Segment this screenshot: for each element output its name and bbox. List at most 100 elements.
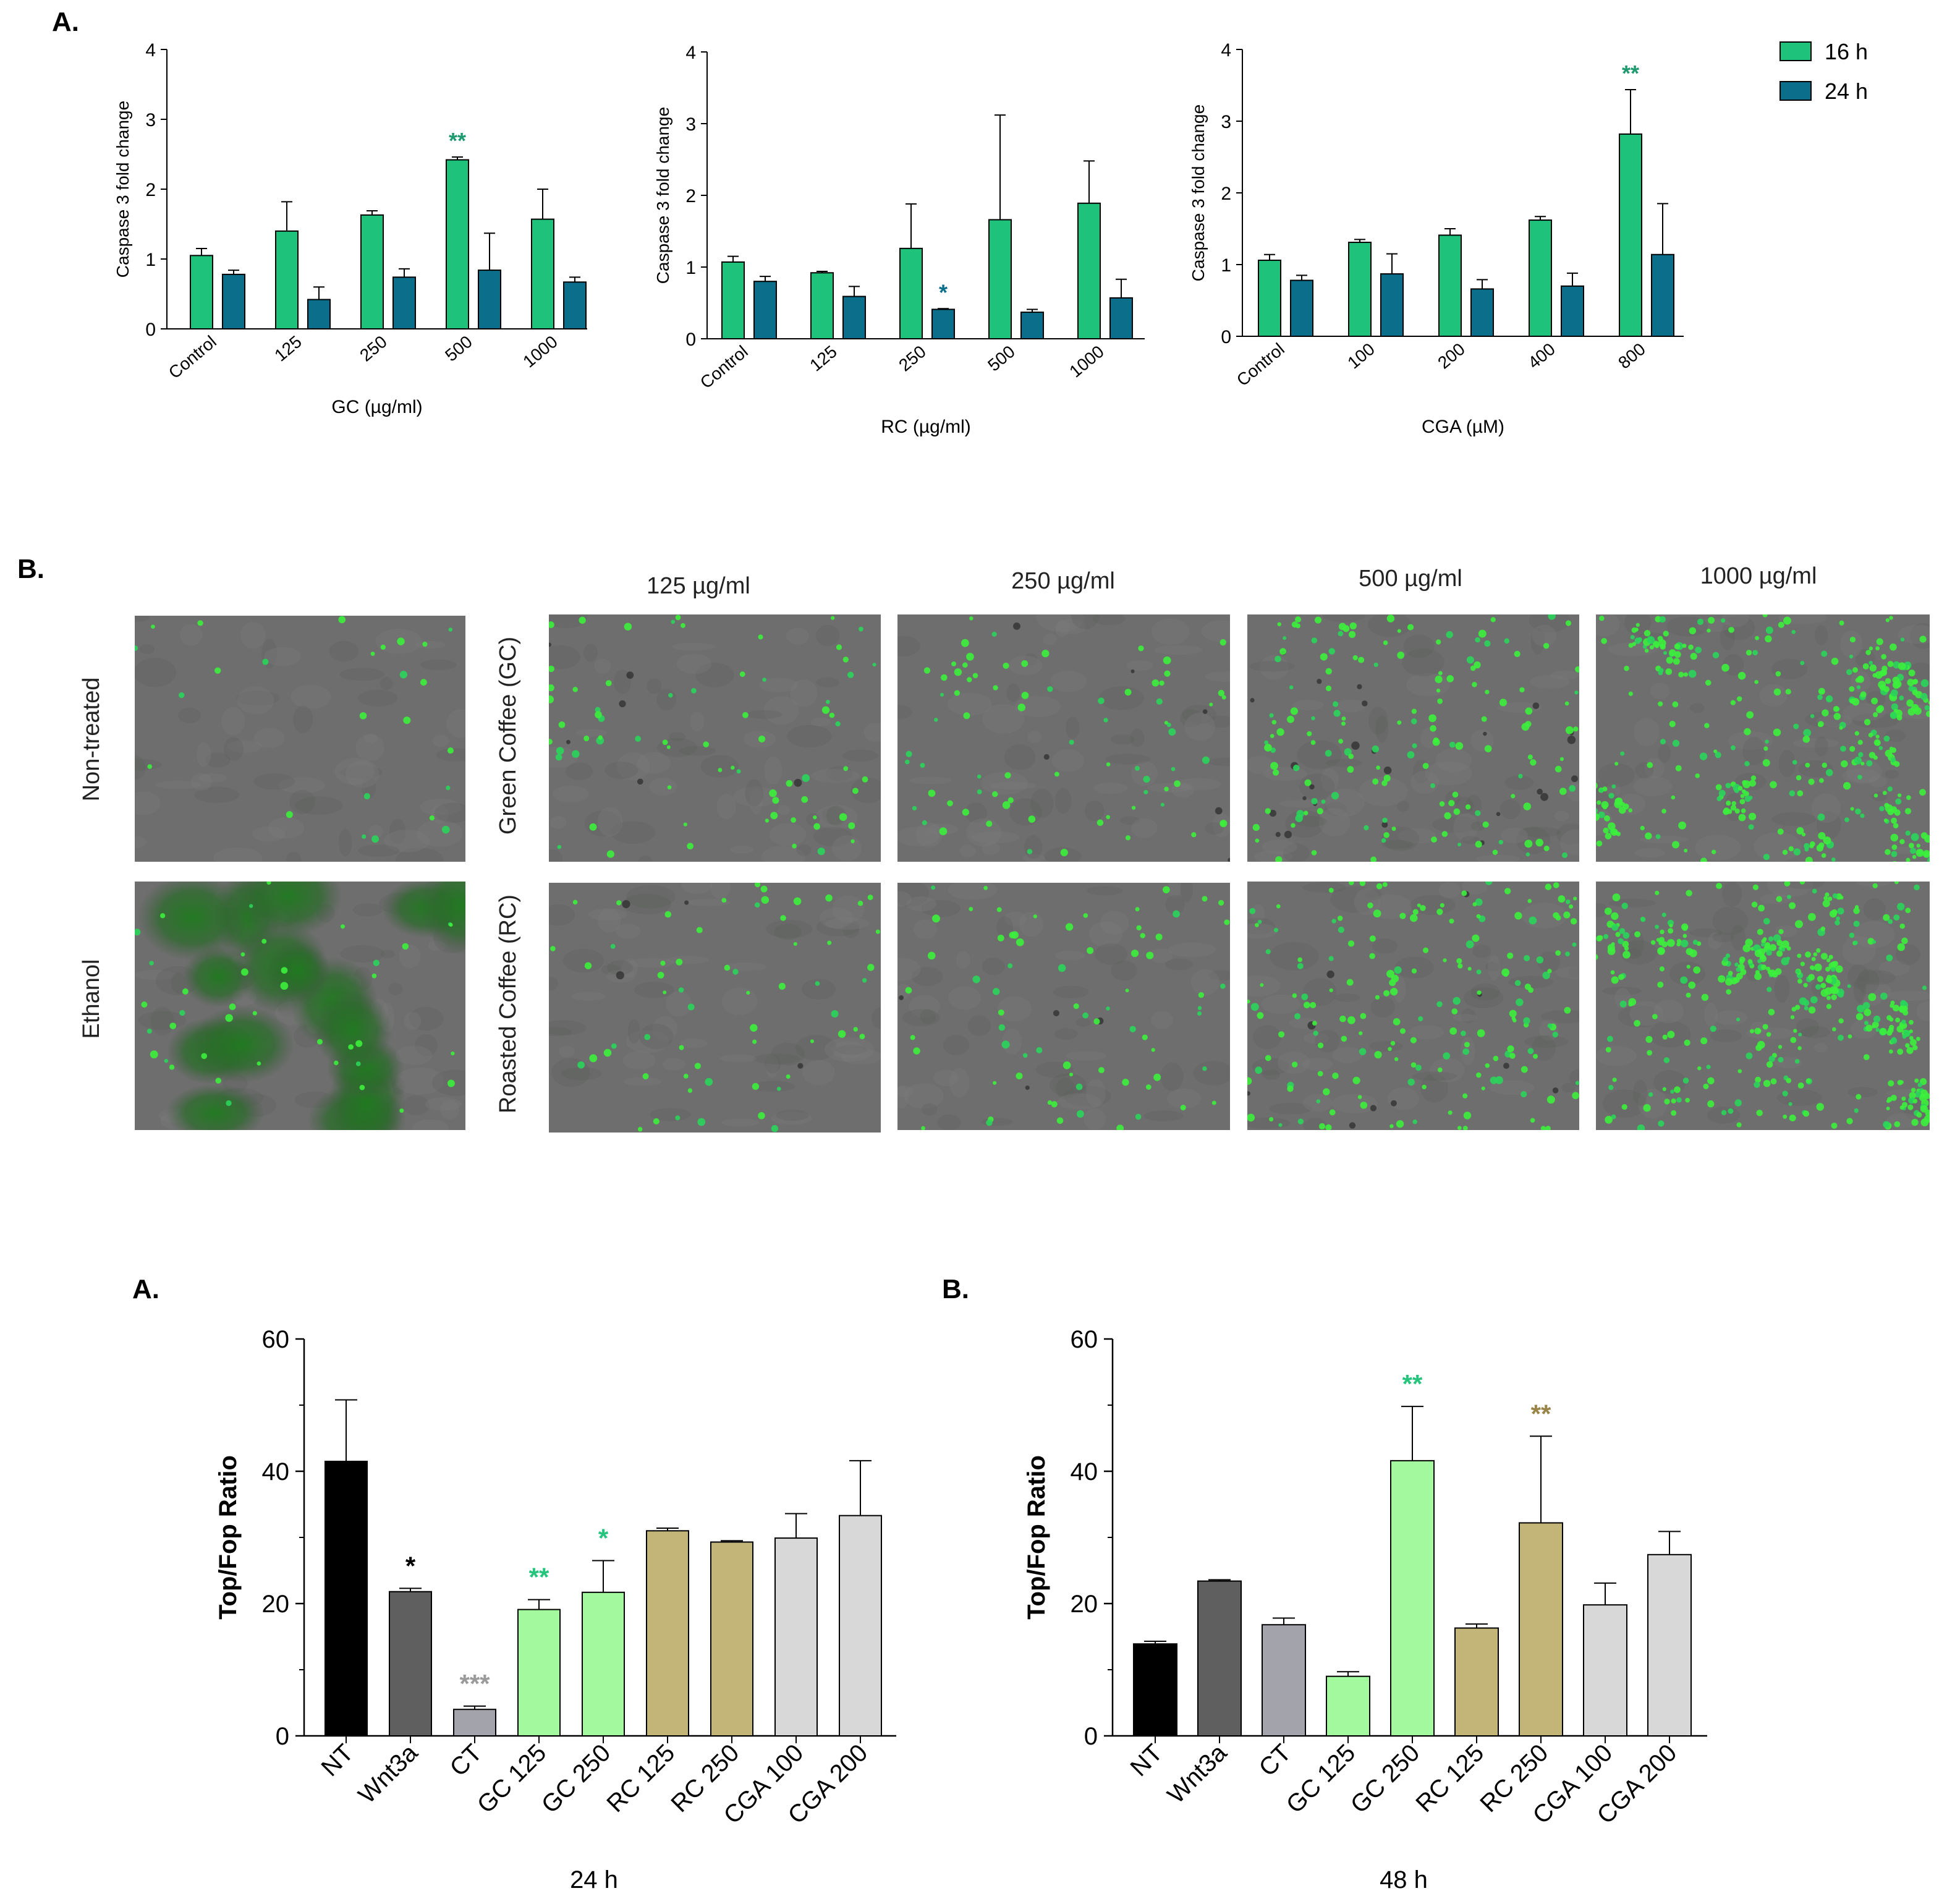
micrograph-fluorescent-cell — [1919, 635, 1927, 643]
micrograph-texture — [1878, 960, 1910, 976]
micrograph-fluorescent-cell — [1337, 916, 1343, 921]
micrograph-fluorescent-cell — [1514, 650, 1521, 657]
bar-24h — [563, 281, 587, 330]
micrograph-fluorescent-cell — [825, 699, 830, 704]
micrograph-fluorescent-cell — [1394, 966, 1402, 974]
micrograph-fluorescent-cell — [1839, 726, 1843, 730]
micrograph-fluorescent-cell — [1547, 969, 1552, 974]
micrograph-fluorescent-cell — [1860, 691, 1867, 698]
micrograph-fluorescent-cell — [363, 793, 370, 800]
micrograph-fluorescent-cell — [1762, 759, 1770, 767]
micrograph-texture — [565, 762, 593, 780]
micrograph-fluorescent-cell — [1898, 662, 1906, 670]
micrograph-fluorescent-cell — [1878, 681, 1886, 689]
micrograph-fluorescent-cell — [1523, 1017, 1530, 1024]
micrograph-fluorescent-cell — [1349, 622, 1357, 630]
micrograph-fluorescent-cell — [1422, 947, 1429, 953]
micrograph-texture — [1532, 624, 1557, 647]
micrograph-texture — [253, 728, 285, 749]
micrograph-fluorescent-cell — [1076, 1110, 1084, 1118]
micrograph-fluorescent-cell — [1523, 802, 1532, 810]
micrograph-fluorescent-cell — [1367, 902, 1373, 909]
micrograph-fluorescent-cell — [746, 990, 750, 995]
micrograph-fluorescent-cell — [1713, 749, 1718, 754]
micrograph-fluorescent-cell — [1453, 808, 1461, 815]
micrograph-fluorescent-cell — [1776, 896, 1783, 903]
bar — [1583, 1604, 1627, 1736]
y-tick-label: 60 — [262, 1326, 290, 1353]
micrograph-texture — [825, 917, 870, 930]
micrograph-texture — [1130, 729, 1145, 747]
micrograph-texture — [1098, 686, 1144, 710]
micrograph-fluorescent-cell — [1697, 1066, 1702, 1071]
micrograph-fluorescent-cell — [1640, 917, 1646, 922]
micrograph-texture — [909, 776, 952, 784]
micrograph-fluorescent-cell — [1098, 1067, 1105, 1074]
micrograph-fluorescent-cell — [1685, 1097, 1690, 1103]
micrograph-texture — [425, 1097, 462, 1111]
micrograph-fluorescent-cell — [1823, 896, 1828, 901]
micrograph-fluorescent-cell — [1572, 942, 1577, 947]
micrograph-fluorescent-cell — [1311, 797, 1318, 805]
micrograph-texture — [289, 789, 315, 814]
micrograph-fluorescent-cell — [1131, 805, 1136, 810]
micrograph-fluorescent-cell — [1197, 1006, 1202, 1010]
micrograph-fluorescent-cell — [1890, 757, 1896, 763]
micrograph-fluorescent-cell — [1073, 1003, 1079, 1009]
y-tick-label: 4 — [1221, 40, 1231, 61]
micrograph-fluorescent-cell — [1370, 856, 1377, 862]
micrograph-fluorescent-cell — [1894, 882, 1899, 885]
micrograph-fluorescent-cell — [1739, 956, 1746, 963]
micrograph-fluorescent-cell — [1652, 640, 1660, 648]
micrograph-fluorescent-cell — [1909, 1029, 1913, 1034]
micrograph-fluorescent-cell — [1899, 839, 1905, 844]
micrograph-texture — [383, 830, 430, 852]
micrograph-fluorescent-cell — [1752, 884, 1759, 891]
micrograph-texture — [753, 1053, 800, 1065]
micrograph-fluorescent-cell — [1287, 1085, 1294, 1092]
micrograph-texture — [1852, 713, 1899, 728]
micrograph-fluorescent-cell — [1697, 618, 1704, 625]
micrograph-fluorescent-cell — [1865, 1024, 1873, 1032]
micrograph-texture — [1916, 1001, 1930, 1021]
micrograph-fluorescent-cell — [549, 739, 553, 745]
micrograph-texture — [676, 653, 712, 674]
micrograph-fluorescent-cell — [1220, 639, 1226, 646]
micrograph-texture — [1412, 1071, 1457, 1081]
micrograph-fluorescent-cell — [1218, 689, 1225, 697]
micrograph-fluorescent-cell — [1016, 1072, 1023, 1080]
micrograph-fluorescent-cell — [577, 1061, 585, 1069]
micrograph-fluorescent-cell — [1737, 1069, 1742, 1074]
micrograph-texture — [135, 836, 146, 849]
micrograph-fluorescent-cell — [1611, 784, 1616, 789]
micrograph-fluorescent-cell — [1475, 841, 1482, 848]
micrograph-fluorescent-cell — [1736, 967, 1741, 972]
micrograph-fluorescent-cell — [201, 1053, 208, 1060]
micrograph-fluorescent-cell — [1504, 888, 1511, 895]
micrograph-fluorescent-cell — [1755, 635, 1759, 640]
micrograph-fluorescent-cell — [1887, 661, 1894, 668]
micrograph-fluorescent-cell — [1665, 668, 1673, 675]
micrograph-fluorescent-cell — [1444, 812, 1451, 820]
micrograph-fluorescent-cell — [1875, 1027, 1880, 1032]
micrograph-fluorescent-cell — [422, 642, 428, 647]
micrograph-fluorescent-cell — [969, 907, 974, 911]
micrograph-texture — [1051, 749, 1085, 772]
micrograph-texture — [1620, 940, 1658, 965]
micrograph-fluorescent-cell — [1475, 637, 1480, 643]
micrograph-texture — [721, 1118, 760, 1127]
micrograph-fluorescent-cell — [603, 1048, 612, 1057]
micrograph-fluorescent-cell — [991, 631, 997, 637]
micrograph-fluorescent-cell — [848, 822, 855, 830]
micrograph-fluorescent-cell — [675, 614, 681, 621]
micrograph-fluorescent-cell — [1596, 818, 1597, 821]
micrograph-fluorescent-cell — [1521, 1090, 1527, 1098]
micrograph-texture — [1689, 928, 1723, 938]
micrograph-fluorescent-cell — [1407, 1078, 1415, 1086]
micrograph-fluorescent-cell — [1341, 721, 1346, 726]
micrograph-fluorescent-cell — [1449, 918, 1454, 924]
micrograph-fluorescent-cell — [1407, 751, 1415, 759]
micrograph-fluorescent-cell — [996, 907, 1002, 912]
micrograph-content — [135, 882, 465, 1130]
